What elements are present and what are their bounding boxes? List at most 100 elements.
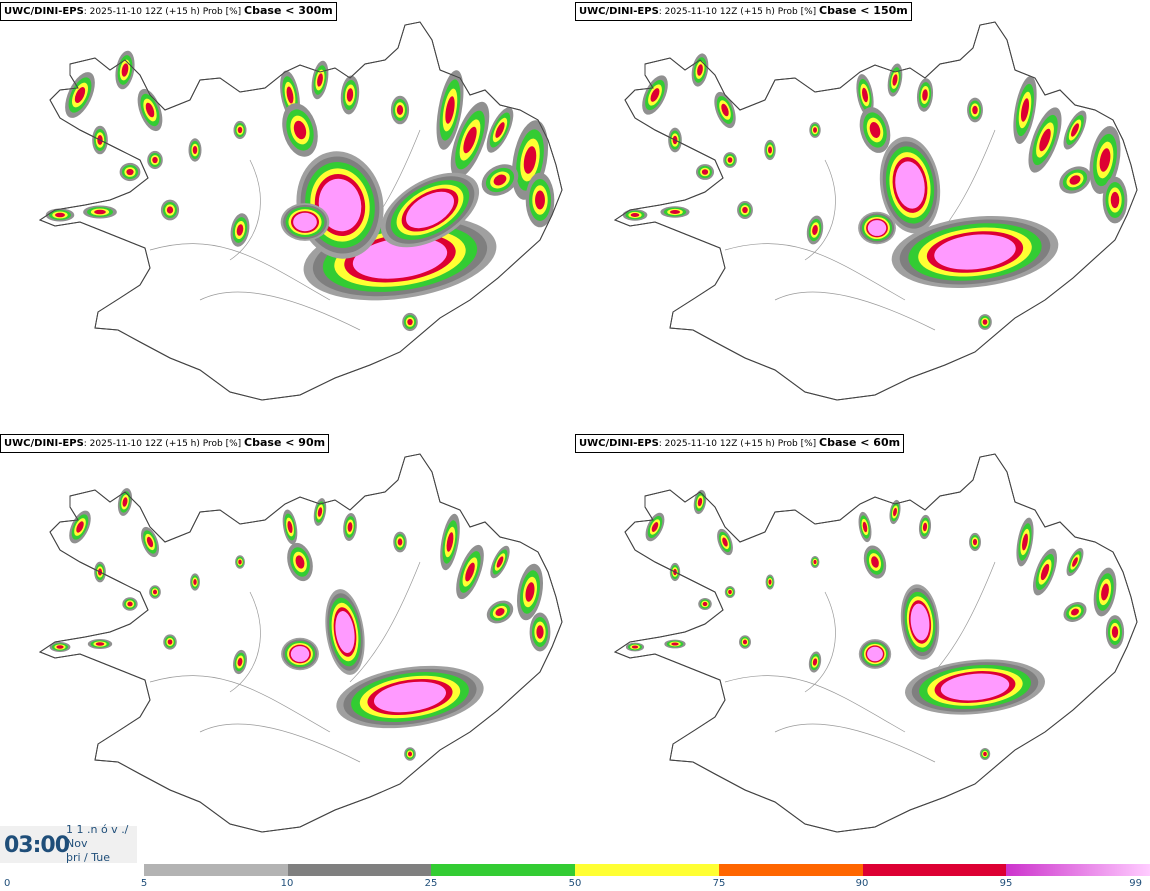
probability-area — [286, 86, 294, 104]
probability-area — [495, 122, 505, 138]
terrain-contour — [199, 723, 361, 763]
probability-area — [535, 190, 545, 210]
probability-area — [335, 611, 355, 653]
iceland-map — [38, 21, 563, 401]
terrain-contour — [349, 561, 421, 683]
probability-area — [346, 88, 354, 102]
colorbar-segment — [862, 864, 1007, 876]
probability-area — [293, 120, 307, 140]
valid-time: 03:00 — [4, 833, 70, 858]
probability-area — [972, 538, 978, 546]
probability-area — [396, 105, 404, 115]
valid-time-box: 03:00 1 1 .n ó v ./ Nov þri / Tue — [0, 824, 137, 864]
probability-area — [940, 673, 1010, 701]
terrain-contour — [149, 675, 331, 733]
probability-area — [1101, 583, 1109, 601]
map-panel-90m: UWC/DINI-EPS: 2025-11-10 12Z (+15 h) Pro… — [0, 432, 575, 869]
probability-area — [697, 64, 703, 76]
probability-area — [867, 646, 883, 662]
probability-area — [922, 89, 928, 101]
probability-area — [74, 87, 86, 103]
probability-area — [671, 642, 679, 646]
terrain-contour — [229, 591, 261, 693]
probability-area — [237, 126, 243, 134]
probability-area — [463, 126, 477, 154]
probability-area — [1071, 608, 1079, 616]
colorbar-segment — [1006, 864, 1150, 876]
probability-area — [910, 603, 930, 641]
probability-area — [94, 209, 106, 215]
probability-area — [495, 608, 505, 616]
panel-title: UWC/DINI-EPS: 2025-11-10 12Z (+15 h) Pro… — [575, 2, 912, 21]
probability-area — [192, 145, 198, 155]
probability-area — [347, 522, 353, 532]
probability-area — [862, 521, 868, 533]
probability-area — [983, 751, 987, 757]
probability-area — [145, 102, 155, 118]
iceland-map — [613, 21, 1138, 401]
terrain-contour — [804, 591, 836, 693]
probability-area — [982, 319, 988, 325]
probability-area — [407, 318, 413, 326]
probability-area — [812, 658, 818, 666]
probability-area — [721, 103, 729, 117]
probability-area — [152, 156, 158, 164]
probability-area — [893, 507, 897, 517]
probability-area — [867, 220, 887, 236]
coastline — [38, 21, 563, 401]
colorbar-label: 95 — [999, 878, 1013, 889]
probability-area — [317, 507, 323, 517]
probability-area — [972, 105, 978, 115]
probability-area — [869, 122, 881, 138]
iceland-map — [38, 453, 563, 833]
probability-area — [373, 681, 447, 713]
colorbar-label: 90 — [855, 878, 869, 889]
probability-area — [1111, 626, 1119, 638]
probability-area — [493, 174, 507, 186]
probability-area — [236, 224, 244, 236]
probability-area — [892, 74, 898, 86]
coastline — [613, 21, 1138, 401]
probability-area — [287, 520, 293, 534]
probability-area — [934, 234, 1016, 270]
probability-area — [127, 601, 133, 607]
probability-area — [536, 625, 544, 639]
terrain-contour — [774, 291, 936, 331]
probability-area — [630, 213, 640, 217]
colorbar-label: 0 — [4, 878, 11, 889]
probability-area — [238, 559, 242, 565]
colorbar-segment — [431, 864, 576, 876]
probability-area — [669, 210, 681, 214]
probability-area — [922, 522, 928, 532]
colorbar-segment — [575, 864, 720, 876]
probability-area — [813, 127, 817, 133]
probability-area — [697, 497, 703, 507]
probability-area — [1110, 191, 1120, 209]
probability-area — [862, 87, 868, 103]
probability-area — [55, 212, 65, 218]
iceland-map — [613, 453, 1138, 833]
probability-area — [525, 582, 535, 602]
valid-date-line: þri / Tue — [66, 851, 111, 864]
probability-area — [122, 497, 128, 507]
terrain-contour — [724, 675, 906, 733]
probability-area — [1040, 563, 1050, 581]
probability-area — [465, 562, 475, 582]
probability-area — [1072, 557, 1078, 567]
probability-area — [407, 751, 413, 757]
colorbar-label: 10 — [280, 878, 294, 889]
probability-area — [446, 532, 454, 552]
probability-area — [290, 646, 310, 662]
colorbar-label: 5 — [140, 878, 148, 889]
probability-area — [701, 169, 709, 175]
probability-area — [871, 556, 879, 568]
colorbar-segment — [144, 864, 289, 876]
terrain-contour — [724, 243, 906, 301]
colorbar-label: 75 — [712, 878, 726, 889]
probability-area — [397, 538, 403, 546]
terrain-contour — [774, 723, 936, 763]
probability-area — [166, 206, 174, 214]
colorbar-segment — [718, 864, 864, 876]
map-panel-60m: UWC/DINI-EPS: 2025-11-10 12Z (+15 h) Pro… — [575, 432, 1150, 869]
probability-area — [152, 589, 158, 595]
